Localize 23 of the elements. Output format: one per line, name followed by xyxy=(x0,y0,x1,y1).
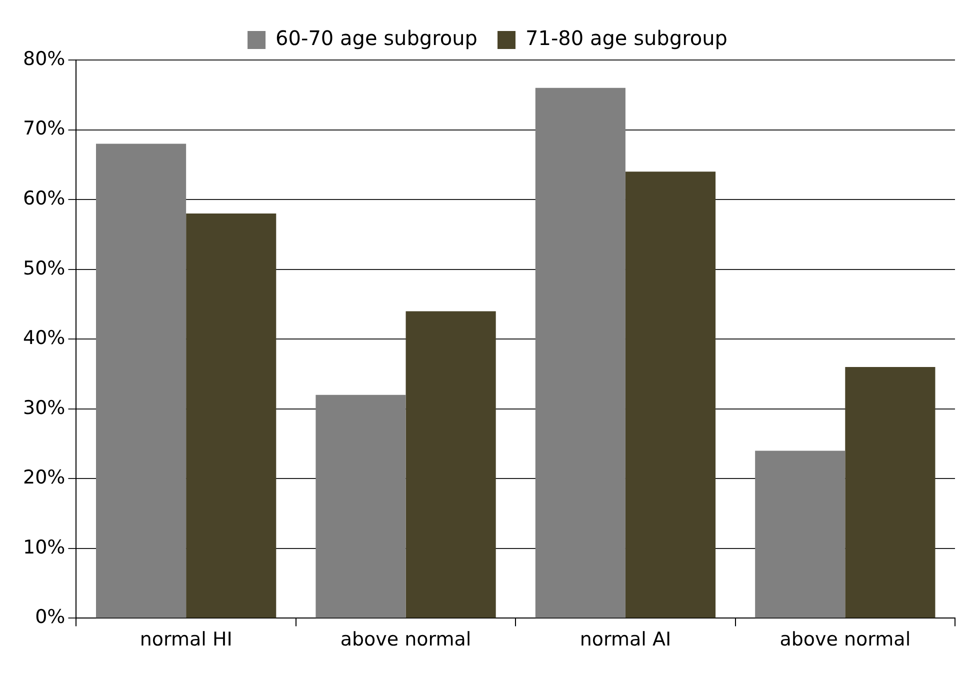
bar xyxy=(186,214,276,618)
bar xyxy=(625,172,716,618)
bar xyxy=(845,367,936,618)
bar xyxy=(96,144,186,618)
y-tick-label: 10% xyxy=(22,536,66,558)
bar xyxy=(535,88,626,618)
bar xyxy=(316,394,406,618)
bar xyxy=(755,450,846,618)
x-tick-label: above normal xyxy=(780,628,911,651)
x-tick-label: above normal xyxy=(340,628,472,651)
x-tick-label: normal HI xyxy=(140,628,232,651)
x-tick-label: normal AI xyxy=(580,628,672,651)
y-tick-label: 0% xyxy=(35,606,66,628)
y-tick-label: 20% xyxy=(22,466,66,489)
y-tick-label: 80% xyxy=(22,48,66,70)
legend-label: 60-70 age subgroup xyxy=(276,26,478,50)
y-tick-label: 70% xyxy=(22,118,66,140)
y-tick-label: 30% xyxy=(22,396,66,419)
y-tick-label: 60% xyxy=(22,187,66,210)
y-tick-label: 50% xyxy=(22,257,66,280)
y-tick-label: 40% xyxy=(22,327,66,350)
legend-label: 71-80 age subgroup xyxy=(526,26,728,50)
bar xyxy=(406,311,496,618)
